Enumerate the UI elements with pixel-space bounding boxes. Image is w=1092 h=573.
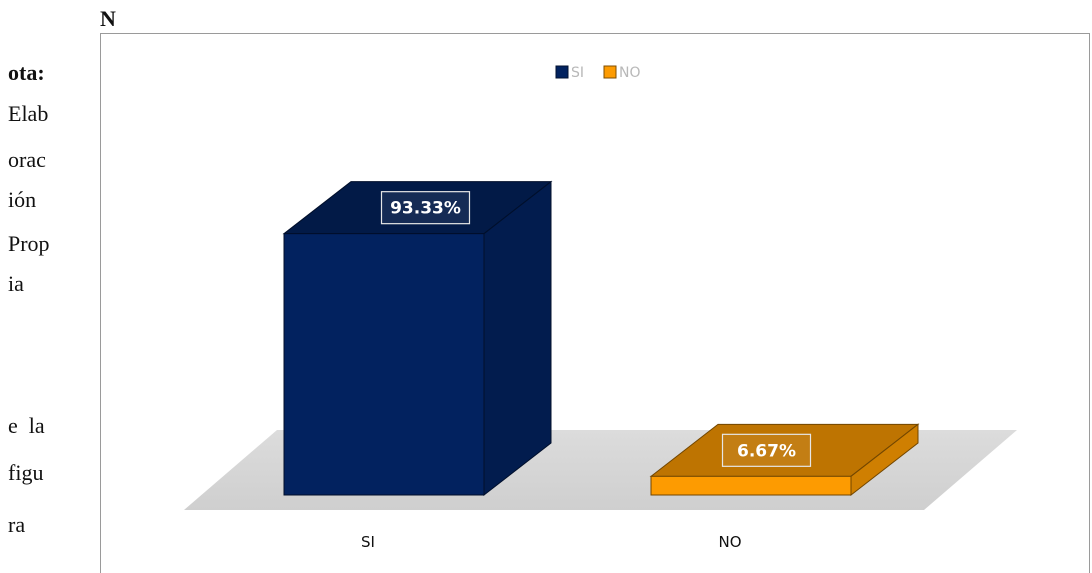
caption-fragment: Prop <box>8 231 50 256</box>
caption-fragment: orac <box>8 147 46 172</box>
data-label: 93.33% <box>380 191 471 225</box>
caption-fragment: N <box>100 6 116 31</box>
data-label-text: 6.67% <box>737 441 796 461</box>
bar-front-face <box>650 475 852 496</box>
bar-si <box>282 180 553 497</box>
bar-front-face <box>283 233 485 496</box>
value-labels-group: 93.33% 6.67% <box>380 191 812 467</box>
bar-side-face <box>483 180 552 497</box>
category-labels-group: SI NO <box>361 533 741 551</box>
caption-fragment: Elab <box>8 101 49 126</box>
legend-swatch <box>603 65 617 79</box>
data-label-box <box>380 191 471 225</box>
data-label: 6.67% <box>721 433 812 467</box>
legend-item-si: SI <box>555 65 584 81</box>
data-label-text: 93.33% <box>390 199 461 219</box>
legend-swatch <box>555 65 569 79</box>
caption-fragment: e la <box>8 413 45 438</box>
caption-fragment: ia <box>8 271 24 296</box>
legend-label: NO <box>619 65 641 81</box>
caption-fragment: figu <box>8 460 44 485</box>
category-label-no: NO <box>718 533 741 551</box>
data-label-box <box>721 433 812 467</box>
category-label-si: SI <box>361 533 375 551</box>
caption-fragment: ota: <box>8 60 45 85</box>
caption-fragment: ra <box>8 512 26 537</box>
legend-item-no: NO <box>603 65 641 81</box>
bars-group <box>282 180 920 497</box>
chart-legend: SI NO <box>555 65 641 81</box>
side-caption-text: N ota: Elab orac ión Prop ia e la figu r… <box>0 0 116 570</box>
legend-label: SI <box>571 65 584 81</box>
caption-fragment: ión <box>8 187 37 212</box>
bar-no <box>649 423 920 497</box>
